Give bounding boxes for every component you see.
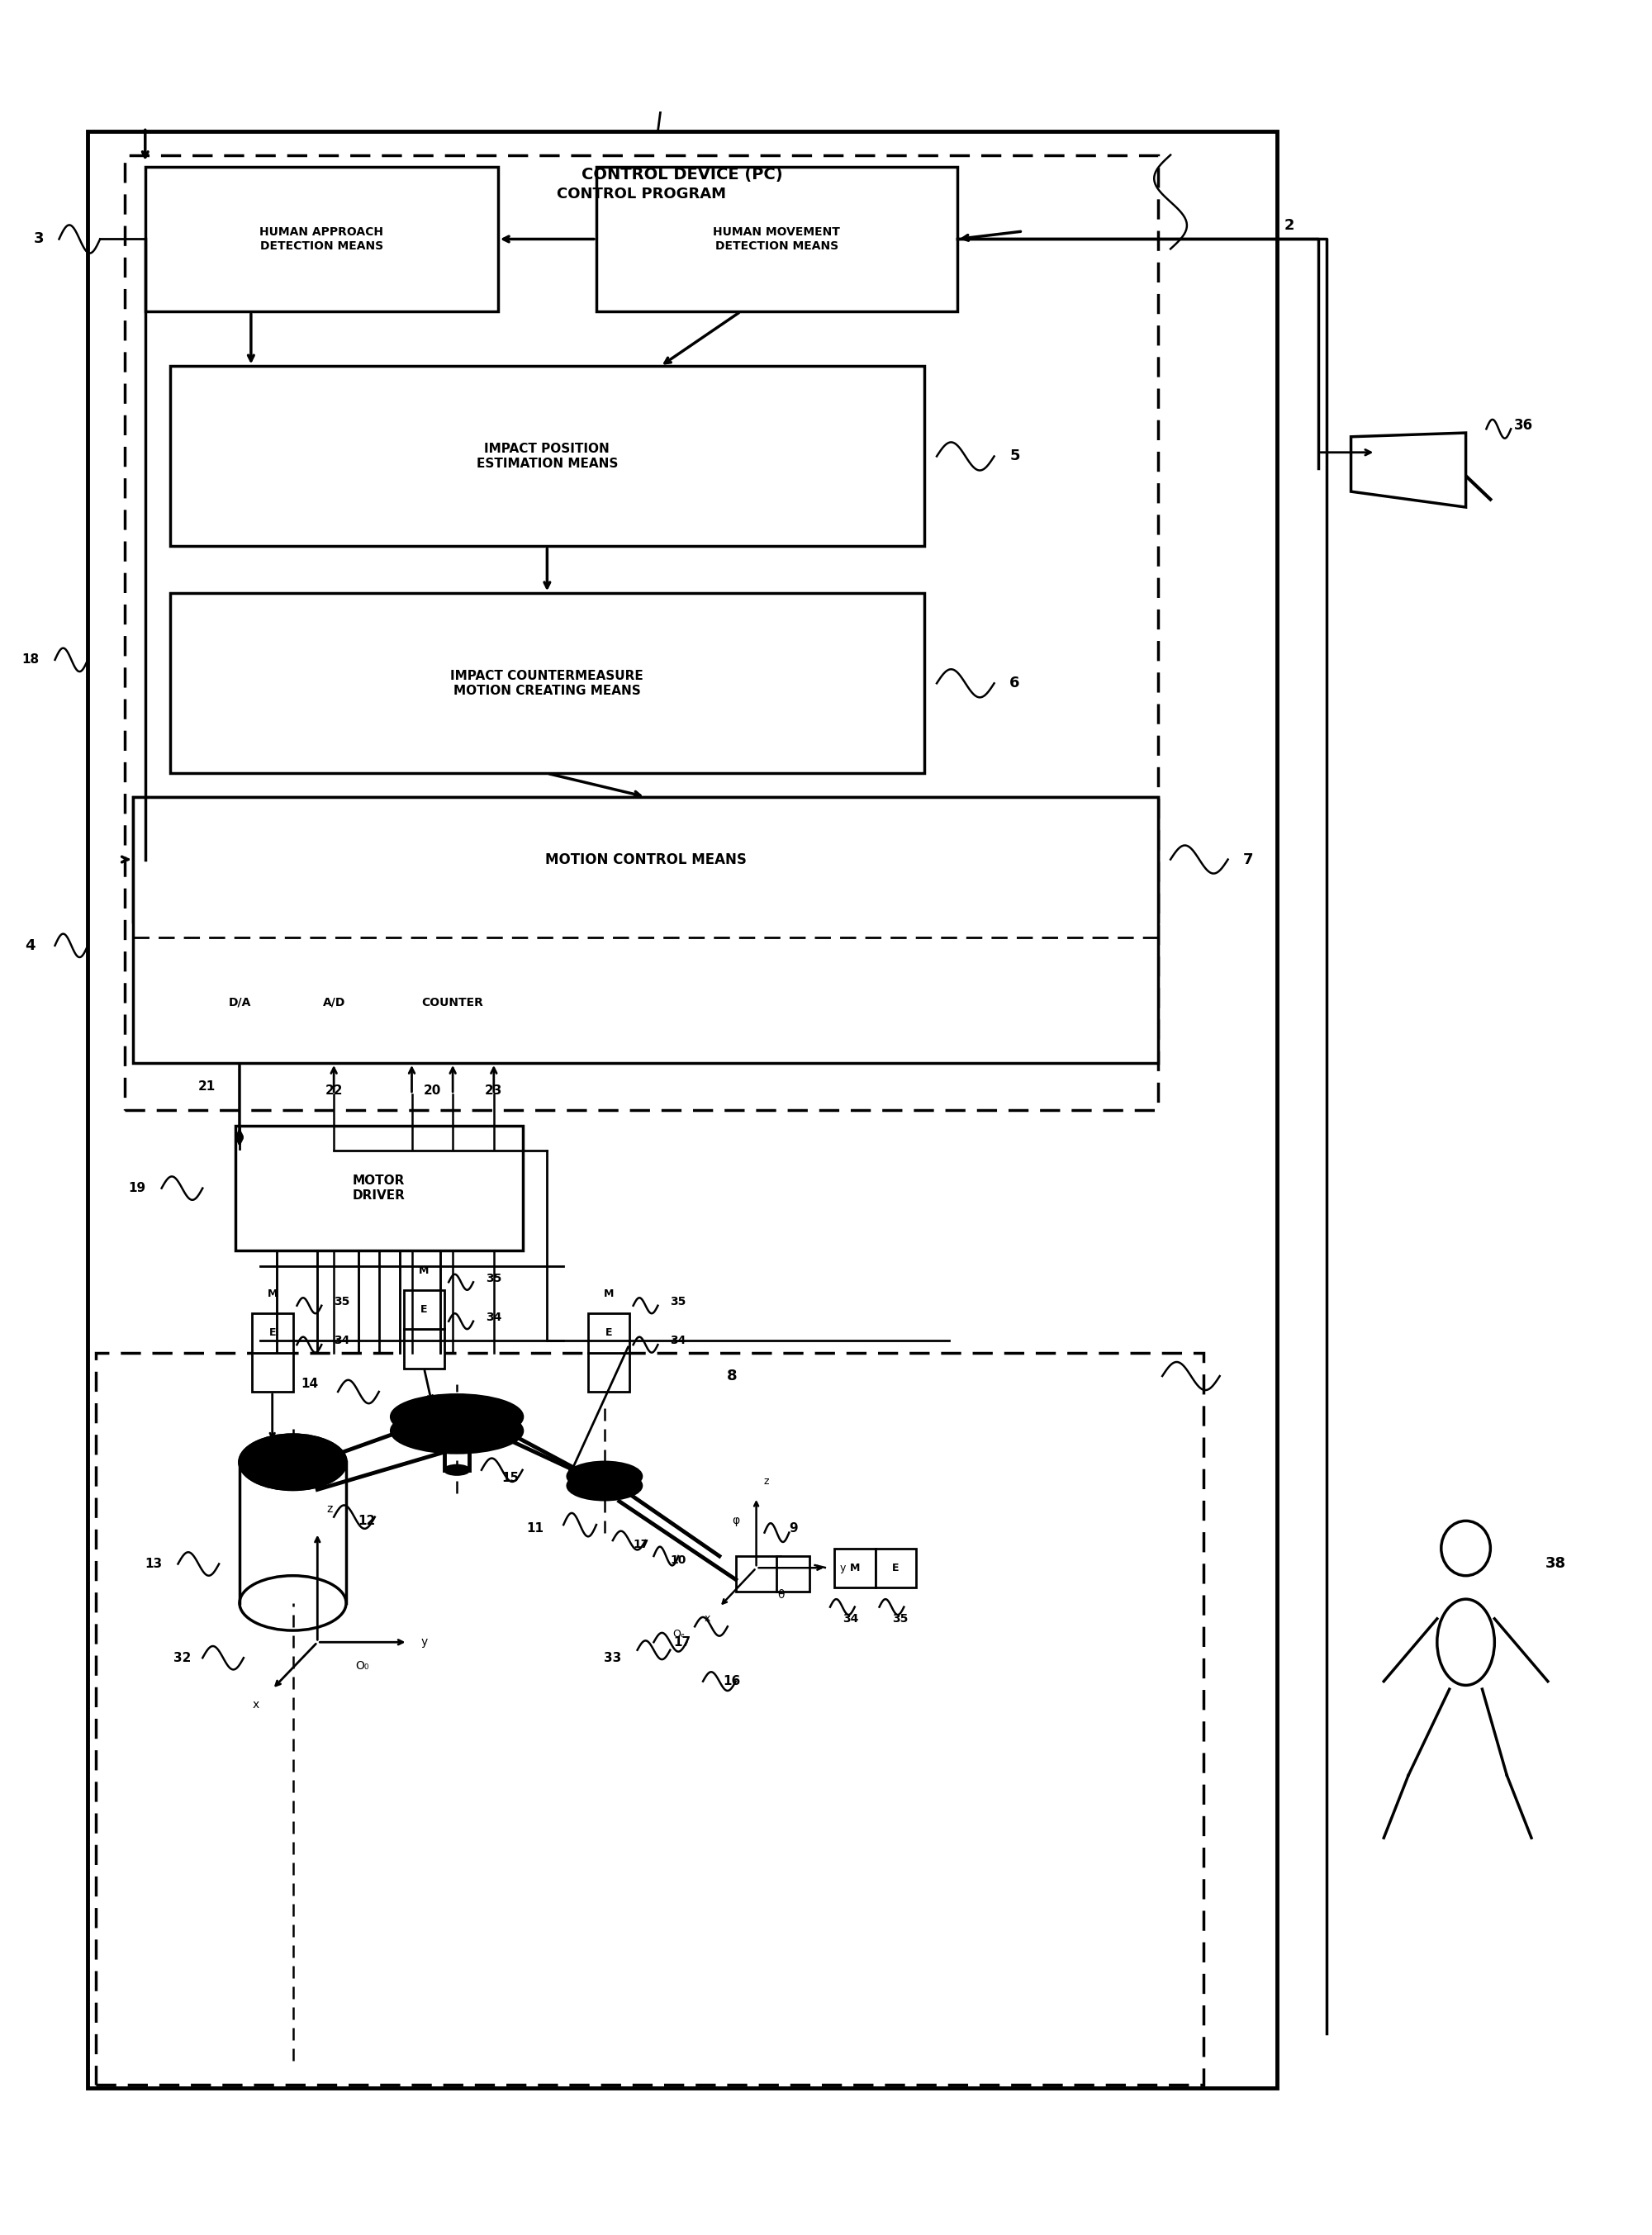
Text: 4: 4	[25, 939, 35, 952]
Text: CONTROL PROGRAM: CONTROL PROGRAM	[557, 188, 727, 201]
Text: 3: 3	[33, 232, 43, 246]
Bar	[124, 154, 1158, 1111]
Text: Oₑ: Oₑ	[672, 1629, 684, 1640]
Bar	[132, 798, 1158, 1064]
Bar	[776, 1556, 809, 1591]
Bar	[170, 367, 925, 545]
Bar	[132, 798, 1158, 923]
Text: CONTROL DEVICE (PC): CONTROL DEVICE (PC)	[582, 168, 783, 183]
Text: 21: 21	[198, 1080, 215, 1093]
Bar	[403, 1330, 444, 1368]
Ellipse shape	[392, 1395, 522, 1439]
Bar	[251, 1314, 292, 1352]
Text: 34: 34	[334, 1334, 350, 1348]
Text: M: M	[420, 1265, 430, 1276]
Circle shape	[451, 1410, 463, 1421]
Text: θ: θ	[778, 1589, 785, 1600]
Bar	[170, 592, 925, 773]
Text: 5: 5	[1009, 449, 1019, 463]
Text: 16: 16	[724, 1676, 740, 1687]
Polygon shape	[1351, 434, 1465, 507]
Text: 34: 34	[843, 1614, 859, 1625]
Text: 11: 11	[525, 1522, 544, 1535]
Ellipse shape	[240, 1435, 347, 1489]
Text: COUNTER: COUNTER	[421, 997, 484, 1008]
Text: A/D: A/D	[322, 997, 345, 1008]
Bar	[145, 168, 497, 311]
Text: MOTION CONTROL MEANS: MOTION CONTROL MEANS	[545, 852, 747, 867]
Text: HUMAN MOVEMENT
DETECTION MEANS: HUMAN MOVEMENT DETECTION MEANS	[714, 226, 841, 253]
Text: 7: 7	[1244, 852, 1254, 867]
Ellipse shape	[444, 1466, 469, 1475]
Text: y: y	[839, 1562, 846, 1573]
Text: 15: 15	[502, 1471, 519, 1484]
Ellipse shape	[568, 1462, 641, 1491]
Text: IMPACT COUNTERMEASURE
MOTION CREATING MEANS: IMPACT COUNTERMEASURE MOTION CREATING ME…	[451, 670, 644, 697]
Text: 34: 34	[671, 1334, 686, 1348]
Text: z: z	[327, 1504, 332, 1515]
Text: 34: 34	[486, 1312, 502, 1323]
Bar	[588, 1314, 629, 1352]
Circle shape	[600, 1471, 610, 1482]
Text: M: M	[849, 1562, 859, 1573]
Text: 10: 10	[671, 1553, 686, 1567]
Text: 32: 32	[173, 1652, 192, 1665]
Text: E: E	[605, 1328, 613, 1339]
Text: 17: 17	[674, 1636, 691, 1649]
Text: O₀: O₀	[355, 1661, 370, 1672]
Text: 23: 23	[486, 1084, 502, 1097]
Text: E: E	[892, 1562, 899, 1573]
Ellipse shape	[392, 1408, 522, 1453]
Text: 22: 22	[325, 1084, 342, 1097]
Text: MOTOR
DRIVER: MOTOR DRIVER	[352, 1176, 405, 1202]
Text: φ: φ	[732, 1515, 740, 1527]
Text: 20: 20	[423, 1084, 441, 1097]
Text: 35: 35	[334, 1296, 350, 1307]
Text: 9: 9	[788, 1522, 798, 1535]
Text: 35: 35	[892, 1614, 909, 1625]
Text: 35: 35	[671, 1296, 686, 1307]
Text: 19: 19	[129, 1182, 145, 1193]
Bar	[178, 939, 851, 1064]
Text: 35: 35	[486, 1272, 502, 1283]
Bar	[596, 168, 957, 311]
Bar	[251, 1352, 292, 1392]
Bar	[236, 1126, 522, 1252]
Bar	[387, 966, 519, 1039]
Text: x: x	[704, 1614, 710, 1625]
Text: 2: 2	[1284, 219, 1295, 232]
Text: E: E	[421, 1305, 428, 1314]
Text: y: y	[421, 1636, 428, 1647]
Text: D/A: D/A	[228, 997, 251, 1008]
Text: M: M	[268, 1290, 278, 1299]
Text: IMPACT POSITION
ESTIMATION MEANS: IMPACT POSITION ESTIMATION MEANS	[476, 443, 618, 469]
Bar	[403, 1290, 444, 1330]
Text: 14: 14	[301, 1377, 317, 1390]
Bar	[292, 966, 375, 1039]
Bar	[588, 1352, 629, 1392]
Bar	[96, 1352, 1203, 2085]
Text: 18: 18	[21, 653, 40, 666]
Text: 33: 33	[605, 1652, 621, 1665]
Circle shape	[287, 1457, 299, 1468]
Bar	[876, 1549, 917, 1587]
Text: 8: 8	[727, 1368, 737, 1383]
Text: x: x	[253, 1699, 259, 1710]
Text: 38: 38	[1546, 1556, 1566, 1571]
Text: 36: 36	[1513, 418, 1533, 431]
Bar	[198, 966, 281, 1039]
Text: HUMAN APPROACH
DETECTION MEANS: HUMAN APPROACH DETECTION MEANS	[259, 226, 383, 253]
Text: 13: 13	[145, 1558, 162, 1571]
Text: 12: 12	[358, 1515, 375, 1527]
Bar	[735, 1556, 781, 1591]
Text: z: z	[763, 1477, 768, 1486]
Text: E: E	[269, 1328, 276, 1339]
Bar	[834, 1549, 876, 1587]
Text: 6: 6	[1009, 675, 1019, 691]
Ellipse shape	[568, 1471, 641, 1500]
Text: 17: 17	[633, 1538, 649, 1551]
Text: M: M	[603, 1290, 615, 1299]
Bar	[88, 132, 1277, 2087]
